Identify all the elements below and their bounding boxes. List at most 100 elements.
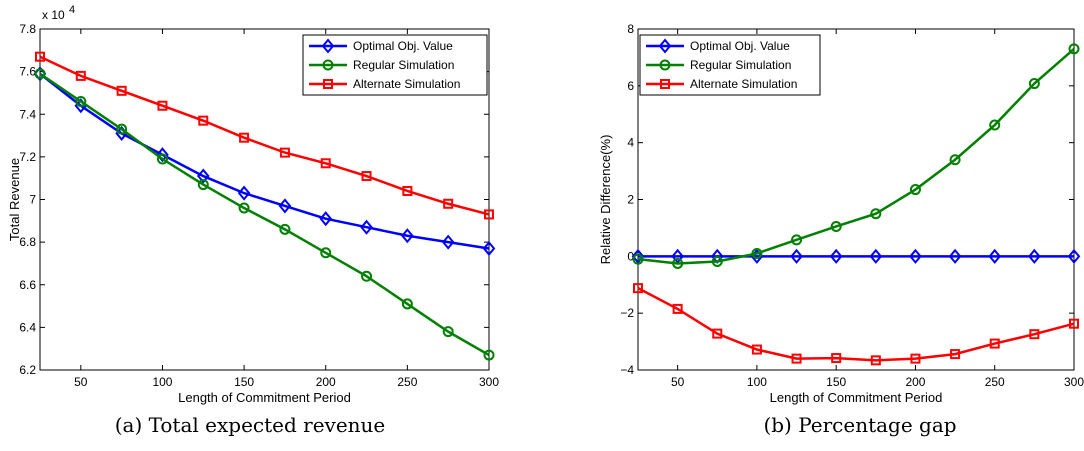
y-tick-label: 6 bbox=[627, 79, 634, 93]
legend-marker bbox=[660, 79, 670, 89]
caption: (a) Total expected revenue bbox=[115, 413, 386, 437]
y-axis-label: Relative Difference(%) bbox=[598, 135, 613, 265]
y-tick-label: 7 bbox=[29, 193, 36, 207]
data-point bbox=[791, 234, 803, 246]
y-tick-label: 6.4 bbox=[19, 320, 36, 334]
data-point bbox=[401, 298, 413, 310]
y-tick-label: 8 bbox=[627, 22, 634, 36]
data-point bbox=[75, 70, 86, 81]
series-optimal-obj-value bbox=[33, 66, 496, 257]
data-point bbox=[360, 219, 373, 235]
data-point bbox=[361, 270, 373, 282]
data-point bbox=[442, 326, 454, 338]
data-point bbox=[751, 344, 762, 355]
series-line bbox=[637, 287, 1075, 362]
chart-a: 50 100 150 200 250 300 6.2 6.4 6.6 6.8 7 7.2 7.4 7.6 7… bbox=[7, 4, 499, 437]
data-point bbox=[361, 171, 372, 182]
data-point bbox=[909, 248, 922, 264]
data-point bbox=[237, 185, 251, 201]
data-point bbox=[631, 248, 645, 264]
data-point bbox=[35, 51, 45, 62]
legend-label: Optimal Obj. Value bbox=[690, 39, 790, 53]
data-point bbox=[320, 247, 332, 259]
data-point bbox=[279, 147, 290, 158]
data-point bbox=[116, 123, 128, 135]
data-point bbox=[870, 208, 882, 220]
series-optimal-obj-value bbox=[631, 248, 1081, 264]
data-point bbox=[484, 209, 494, 220]
data-point bbox=[319, 211, 333, 227]
series-regular-simulation bbox=[34, 68, 495, 361]
data-point bbox=[116, 85, 127, 96]
data-point bbox=[1029, 329, 1040, 340]
legend: Optimal Obj. Value Regular Simulation Alte… bbox=[302, 34, 488, 96]
legend-marker bbox=[658, 38, 672, 54]
data-point bbox=[441, 234, 455, 250]
x-tick-label: 250 bbox=[397, 375, 417, 389]
y-axis-label: Total Revenue bbox=[7, 158, 22, 241]
y-tick-label: 7.6 bbox=[19, 65, 36, 79]
data-point bbox=[830, 220, 842, 232]
data-point bbox=[34, 68, 46, 80]
x-tick-label: 100 bbox=[747, 375, 767, 389]
series-line bbox=[39, 72, 490, 250]
data-point bbox=[1067, 248, 1081, 264]
data-point bbox=[1068, 43, 1080, 55]
y-multiplier-exponent: 4 bbox=[69, 4, 75, 16]
data-point bbox=[197, 179, 209, 191]
y-tick-label: 0 bbox=[627, 249, 634, 263]
chart-b: 50 100 150 200 250 300 −4 −2 0 2 4 6 8 Length of Comm… bbox=[598, 22, 1084, 437]
data-point bbox=[1028, 78, 1040, 90]
data-point bbox=[672, 303, 683, 314]
data-point bbox=[238, 202, 250, 214]
data-point bbox=[989, 338, 1000, 349]
legend-marker bbox=[659, 59, 671, 71]
data-point bbox=[870, 355, 881, 366]
legend-label: Alternate Simulation bbox=[353, 77, 460, 91]
x-axis-label: Length of Commitment Period bbox=[770, 390, 943, 405]
series-alternate-simulation bbox=[633, 283, 1079, 366]
data-point bbox=[483, 349, 495, 361]
data-point bbox=[482, 240, 496, 257]
legend-label: Optimal Obj. Value bbox=[353, 39, 453, 53]
legend-label: Regular Simulation bbox=[690, 58, 791, 72]
series-line bbox=[39, 55, 490, 216]
data-point bbox=[632, 253, 644, 265]
data-point bbox=[1069, 318, 1079, 329]
x-axis-label: Length of Commitment Period bbox=[178, 390, 351, 405]
data-point bbox=[156, 147, 169, 163]
data-point bbox=[711, 255, 723, 267]
data-point bbox=[989, 119, 1001, 131]
legend-label: Alternate Simulation bbox=[690, 77, 797, 91]
data-point bbox=[791, 353, 802, 364]
x-tick-label: 100 bbox=[152, 375, 172, 389]
y-multiplier: x 10 bbox=[42, 8, 65, 22]
series-line bbox=[39, 72, 490, 357]
data-point bbox=[278, 198, 292, 214]
x-tick-label: 300 bbox=[479, 375, 499, 389]
data-point bbox=[790, 248, 803, 264]
data-point bbox=[401, 228, 414, 244]
data-point bbox=[948, 248, 962, 264]
y-tick-label: 7.8 bbox=[19, 22, 36, 36]
y-tick-label: 7.4 bbox=[19, 107, 36, 121]
x-tick-label: 150 bbox=[826, 375, 846, 389]
data-point bbox=[443, 198, 454, 209]
y-tick-label: 7.2 bbox=[19, 150, 36, 164]
data-point bbox=[1028, 248, 1041, 264]
data-point bbox=[829, 248, 843, 264]
data-point bbox=[949, 154, 961, 166]
x-tick-label: 150 bbox=[234, 375, 254, 389]
data-point bbox=[909, 184, 921, 196]
y-tick-label: 4 bbox=[627, 136, 634, 150]
x-tick-label: 50 bbox=[74, 375, 88, 389]
legend-marker bbox=[321, 38, 335, 54]
data-point bbox=[320, 158, 331, 169]
y-tick-label: −2 bbox=[620, 306, 634, 320]
y-tick-label: 6.2 bbox=[19, 363, 36, 377]
x-tick-label: 200 bbox=[905, 375, 925, 389]
data-point bbox=[156, 153, 168, 165]
legend: Optimal Obj. Value Regular Simulation Alte… bbox=[639, 34, 821, 96]
data-point bbox=[831, 353, 842, 364]
